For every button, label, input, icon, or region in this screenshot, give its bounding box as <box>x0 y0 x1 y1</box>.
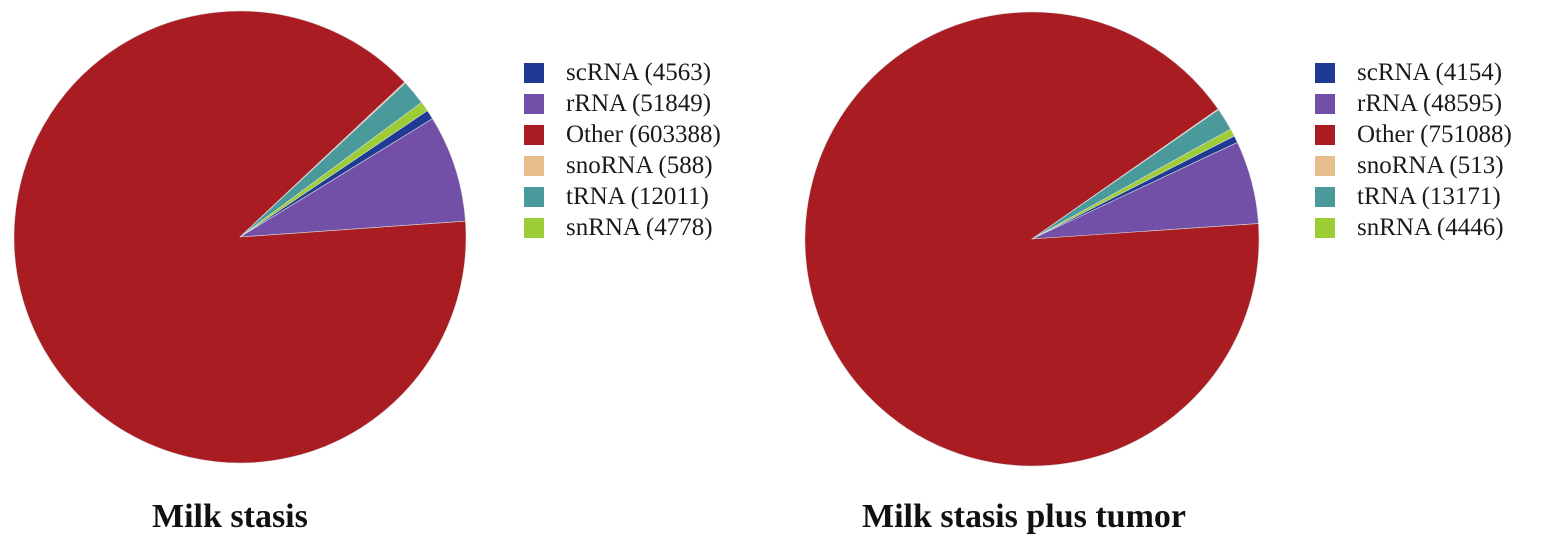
legend-item: snoRNA (588) <box>524 150 721 181</box>
legend-swatch <box>524 93 544 114</box>
legend-item: snRNA (4778) <box>524 212 721 243</box>
legend-item: tRNA (12011) <box>524 181 721 212</box>
legend-item: rRNA (51849) <box>524 88 721 119</box>
legend-label: tRNA (12011) <box>566 182 709 210</box>
chart-title: Milk stasis <box>152 498 308 535</box>
legend-swatch <box>1315 155 1335 176</box>
legend-swatch <box>524 155 544 176</box>
legend-item: tRNA (13171) <box>1315 181 1512 212</box>
chart-legend: scRNA (4563) rRNA (51849) Other (603388)… <box>524 57 721 243</box>
pie-chart <box>804 11 1260 467</box>
legend-item: scRNA (4154) <box>1315 57 1512 88</box>
pie-chart-panel: scRNA (4563) rRNA (51849) Other (603388)… <box>13 10 721 535</box>
pie-slice-rrna <box>239 118 466 238</box>
chart-title: Milk stasis plus tumor <box>862 498 1186 535</box>
legend-swatch <box>1315 124 1335 145</box>
legend-swatch <box>524 217 544 238</box>
pie-slice-snrna <box>239 102 428 238</box>
legend-item: snoRNA (513) <box>1315 150 1512 181</box>
legend-item: Other (751088) <box>1315 119 1512 150</box>
chart-legend: scRNA (4154) rRNA (48595) Other (751088)… <box>1315 57 1512 243</box>
legend-label: snRNA (4778) <box>566 213 713 241</box>
legend-label: Other (751088) <box>1357 120 1512 148</box>
legend-swatch <box>524 124 544 145</box>
legend-item: Other (603388) <box>524 119 721 150</box>
legend-swatch <box>1315 217 1335 238</box>
pie-chart-panel: scRNA (4154) rRNA (48595) Other (751088)… <box>780 0 1559 556</box>
legend-swatch <box>1315 93 1335 114</box>
legend-label: snoRNA (588) <box>566 151 713 179</box>
legend-swatch <box>524 186 544 207</box>
legend-label: rRNA (48595) <box>1357 89 1503 117</box>
legend-label: snRNA (4446) <box>1357 213 1504 241</box>
legend-label: scRNA (4563) <box>566 58 712 86</box>
legend-label: rRNA (51849) <box>566 89 712 117</box>
legend-label: Other (603388) <box>566 120 721 148</box>
legend-label: scRNA (4154) <box>1357 58 1503 86</box>
legend-label: tRNA (13171) <box>1357 182 1501 210</box>
legend-swatch <box>524 62 544 83</box>
legend-item: rRNA (48595) <box>1315 88 1512 119</box>
pie-chart <box>13 10 467 464</box>
legend-item: scRNA (4563) <box>524 57 721 88</box>
legend-label: snoRNA (513) <box>1357 151 1504 179</box>
legend-item: snRNA (4446) <box>1315 212 1512 243</box>
legend-swatch <box>1315 62 1335 83</box>
pie-slice-snrna <box>1031 128 1235 240</box>
legend-swatch <box>1315 186 1335 207</box>
